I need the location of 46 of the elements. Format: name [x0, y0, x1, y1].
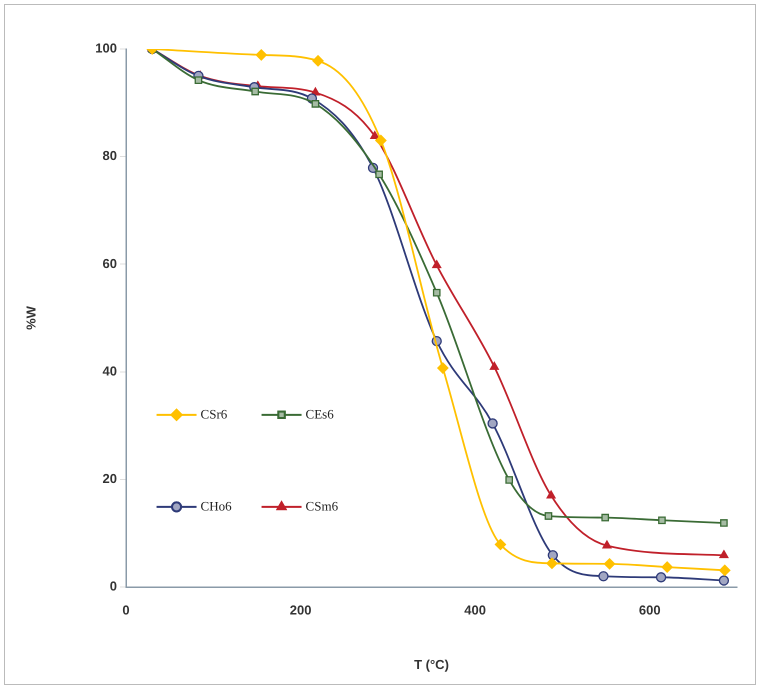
point — [312, 55, 324, 66]
x-tick-label: 400 — [464, 602, 486, 618]
point — [598, 571, 609, 582]
point — [251, 88, 260, 96]
point — [719, 564, 730, 576]
x-axis-title: T (°C) — [414, 656, 449, 672]
point — [718, 575, 730, 586]
point — [719, 550, 728, 558]
y-tick-label: 60 — [102, 256, 117, 271]
point — [432, 260, 442, 268]
point — [437, 362, 448, 374]
point — [312, 100, 320, 108]
point — [548, 550, 558, 560]
point — [602, 540, 612, 548]
legend-label: CEs6 — [306, 406, 334, 422]
y-axis-title: %W — [23, 305, 38, 330]
y-tick-label: 80 — [102, 148, 117, 164]
point — [656, 572, 666, 582]
point — [432, 288, 441, 297]
y-tick-label: 100 — [95, 40, 117, 56]
point — [720, 519, 728, 527]
point — [604, 558, 616, 570]
y-tick-label: 20 — [102, 470, 117, 486]
x-tick-label: 600 — [638, 602, 661, 618]
point — [194, 76, 202, 84]
legend-label: CSr6 — [200, 406, 228, 422]
point — [546, 490, 556, 498]
point — [494, 538, 506, 550]
point — [505, 476, 514, 484]
point — [658, 516, 666, 524]
point — [375, 170, 383, 178]
point — [544, 512, 552, 520]
x-tick-label: 0 — [122, 602, 130, 618]
point — [375, 134, 387, 146]
legend-label: CSm6 — [306, 498, 339, 514]
point — [546, 558, 558, 569]
legend-label: CHo6 — [200, 498, 232, 514]
point — [370, 131, 380, 140]
y-tick-label: 40 — [102, 363, 117, 378]
point — [487, 418, 498, 429]
x-tick-label: 200 — [290, 602, 312, 618]
point — [601, 514, 610, 522]
point — [490, 362, 499, 370]
y-tick-label: 0 — [110, 578, 117, 594]
point — [256, 49, 267, 61]
point — [662, 561, 673, 573]
